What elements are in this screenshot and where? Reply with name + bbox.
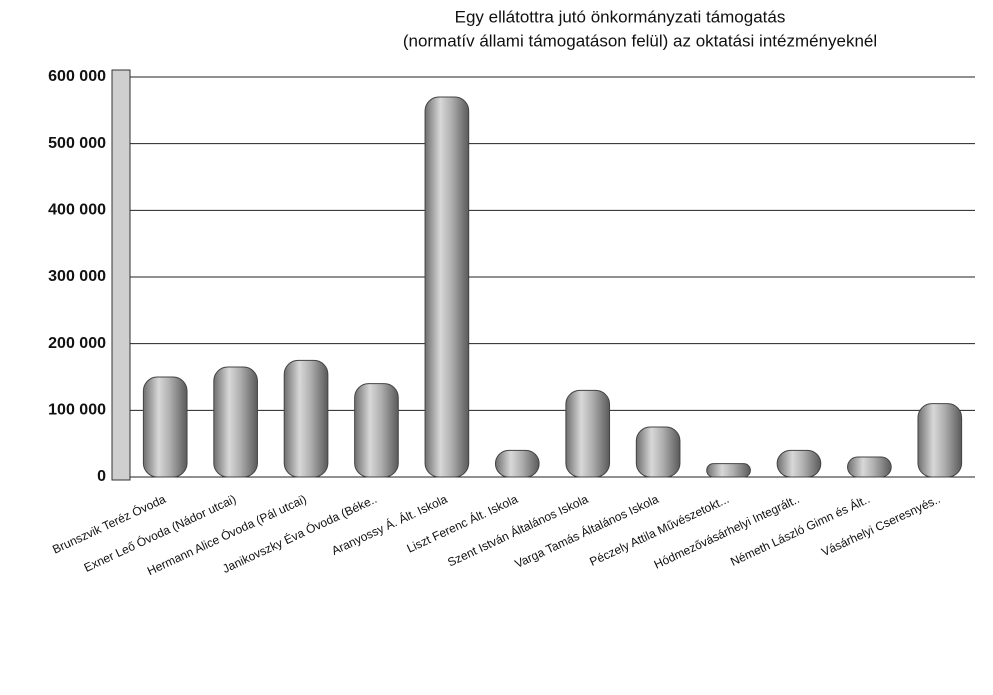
chart-subtitle: (normatív állami támogatáson felül) az o… [403, 31, 877, 50]
bar [847, 456, 892, 478]
bar [565, 389, 611, 478]
bar [424, 96, 470, 478]
bar [494, 449, 540, 478]
y-tick-label: 0 [97, 468, 106, 485]
x-tick-label: Aranyossy Á. Ált. Iskola [329, 491, 450, 558]
x-tick-label: Liszt Ferenc Ált. Iskola [404, 491, 520, 556]
y-tick-label: 600 000 [48, 68, 106, 85]
bar [283, 359, 329, 478]
bar [213, 366, 258, 478]
x-tick-label: Vásárhelyi Cseresnyés.. [819, 492, 942, 559]
bar [706, 463, 751, 478]
y-tick-label: 100 000 [48, 402, 106, 419]
chart-title: Egy ellátottra jutó önkormányzati támoga… [455, 7, 786, 26]
bar [635, 426, 681, 478]
bar [776, 449, 822, 478]
y-tick-label: 200 000 [48, 335, 106, 352]
bar [354, 383, 399, 478]
bar [917, 403, 963, 478]
bar [142, 376, 188, 478]
left-wall [111, 69, 131, 481]
y-tick-label: 300 000 [48, 268, 106, 285]
y-tick-label: 500 000 [48, 135, 106, 152]
x-tick-label: Brunszvik Teréz Óvoda [50, 491, 168, 557]
y-tick-label: 400 000 [48, 202, 106, 219]
